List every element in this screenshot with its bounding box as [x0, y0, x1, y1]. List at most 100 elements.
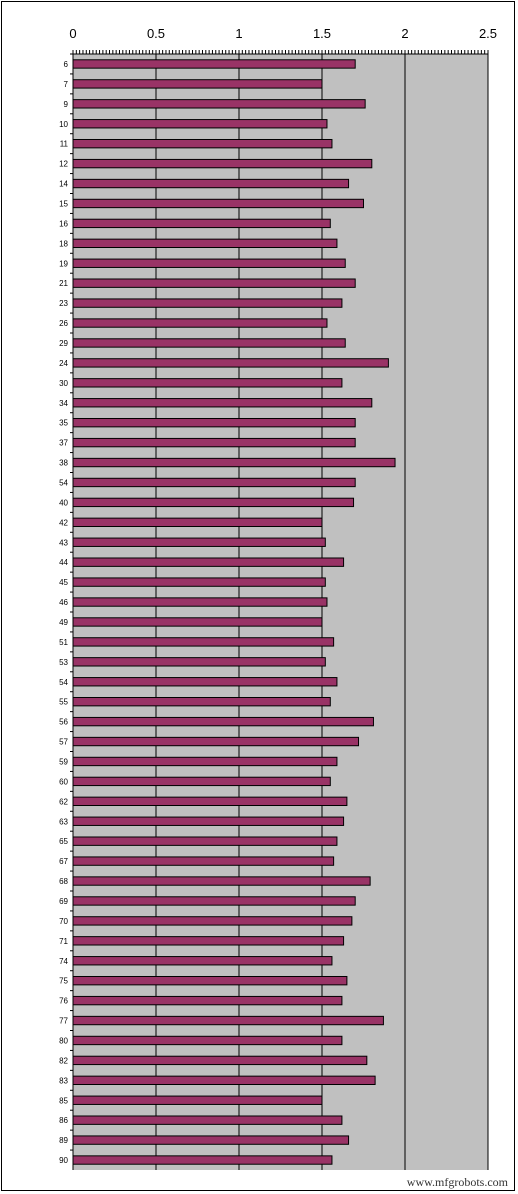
bar	[72, 876, 371, 886]
category-label: 75	[59, 977, 68, 986]
category-label: 45	[59, 578, 68, 587]
category-label: 85	[59, 1096, 68, 1105]
bar	[72, 796, 348, 807]
bar	[72, 119, 328, 129]
category-label: 83	[59, 1076, 68, 1085]
bar	[72, 178, 350, 189]
category-label: 46	[59, 598, 68, 607]
bar	[72, 437, 356, 448]
category-label: 69	[59, 897, 68, 906]
bar	[72, 597, 328, 607]
category-label: 89	[59, 1136, 68, 1145]
bar	[72, 756, 338, 767]
category-label: 23	[59, 299, 68, 308]
bar	[72, 657, 326, 667]
bar	[72, 218, 331, 229]
category-label: 38	[59, 459, 68, 468]
bar	[72, 816, 345, 826]
category-label: 15	[59, 199, 68, 208]
bar	[72, 338, 346, 348]
category-label: 54	[59, 678, 68, 687]
bar	[72, 637, 335, 647]
category-label: 49	[59, 618, 68, 627]
category-label: 60	[59, 777, 68, 786]
bar	[72, 696, 331, 707]
category-label: 77	[59, 1017, 68, 1026]
bar	[72, 198, 364, 209]
bar	[72, 975, 348, 986]
category-label: 35	[59, 419, 68, 428]
category-label: 90	[59, 1156, 68, 1165]
category-label: 9	[64, 100, 69, 109]
category-label: 11	[60, 140, 69, 149]
bar	[72, 398, 373, 408]
category-label: 16	[59, 219, 68, 228]
bar	[72, 99, 366, 109]
bar	[72, 1135, 350, 1145]
x-tick-label: 0	[69, 26, 76, 41]
bar	[72, 1055, 368, 1066]
category-label: 55	[59, 698, 68, 707]
category-label: 74	[59, 957, 68, 966]
category-label: 6	[64, 60, 69, 69]
category-label: 71	[59, 937, 68, 946]
category-label: 42	[59, 518, 68, 527]
category-label: 43	[59, 538, 68, 547]
bar	[72, 1115, 343, 1125]
bar	[72, 776, 331, 787]
bar	[72, 956, 333, 966]
category-label: 57	[59, 738, 68, 747]
category-label: 10	[59, 120, 68, 129]
bar	[72, 158, 373, 169]
bar	[72, 1095, 323, 1105]
bar	[72, 1155, 333, 1165]
category-label: 82	[59, 1056, 68, 1065]
category-label: 59	[59, 757, 68, 766]
category-label: 54	[59, 478, 68, 487]
category-label: 18	[59, 239, 68, 248]
bar	[72, 1015, 384, 1026]
bar	[72, 936, 345, 946]
bar	[72, 916, 353, 926]
category-label: 26	[59, 319, 68, 328]
category-label: 44	[59, 558, 68, 567]
bar	[72, 1035, 343, 1046]
x-tick-label: 1	[235, 26, 242, 41]
bar	[72, 856, 335, 866]
bar	[72, 497, 355, 508]
category-label: 76	[59, 997, 68, 1006]
bar	[72, 836, 338, 846]
x-tick-label: 0.5	[147, 26, 165, 41]
category-label: 62	[59, 797, 68, 806]
bar	[72, 736, 360, 747]
bar	[72, 457, 396, 468]
bar	[72, 278, 356, 288]
category-label: 53	[59, 658, 68, 667]
bar	[72, 1075, 376, 1086]
bar	[72, 258, 346, 268]
category-label: 56	[59, 718, 68, 727]
category-label: 19	[59, 259, 68, 268]
category-label: 67	[59, 857, 68, 866]
bar	[72, 318, 328, 328]
bar	[72, 577, 326, 587]
category-label: 40	[59, 498, 68, 507]
bar	[72, 417, 356, 428]
bar	[72, 477, 356, 488]
bar	[72, 716, 374, 727]
category-label: 7	[64, 80, 69, 89]
category-label: 68	[59, 877, 68, 886]
x-tick-label: 2.5	[479, 26, 497, 41]
watermark: www.mfgrobots.com	[406, 1175, 508, 1189]
category-label: 51	[59, 638, 68, 647]
x-tick-label: 2	[401, 26, 408, 41]
bar	[72, 378, 343, 388]
category-label: 86	[59, 1116, 68, 1125]
bar	[72, 517, 323, 528]
bar	[72, 59, 356, 69]
category-label: 30	[59, 379, 68, 388]
category-label: 63	[59, 817, 68, 826]
category-label: 37	[59, 439, 68, 448]
